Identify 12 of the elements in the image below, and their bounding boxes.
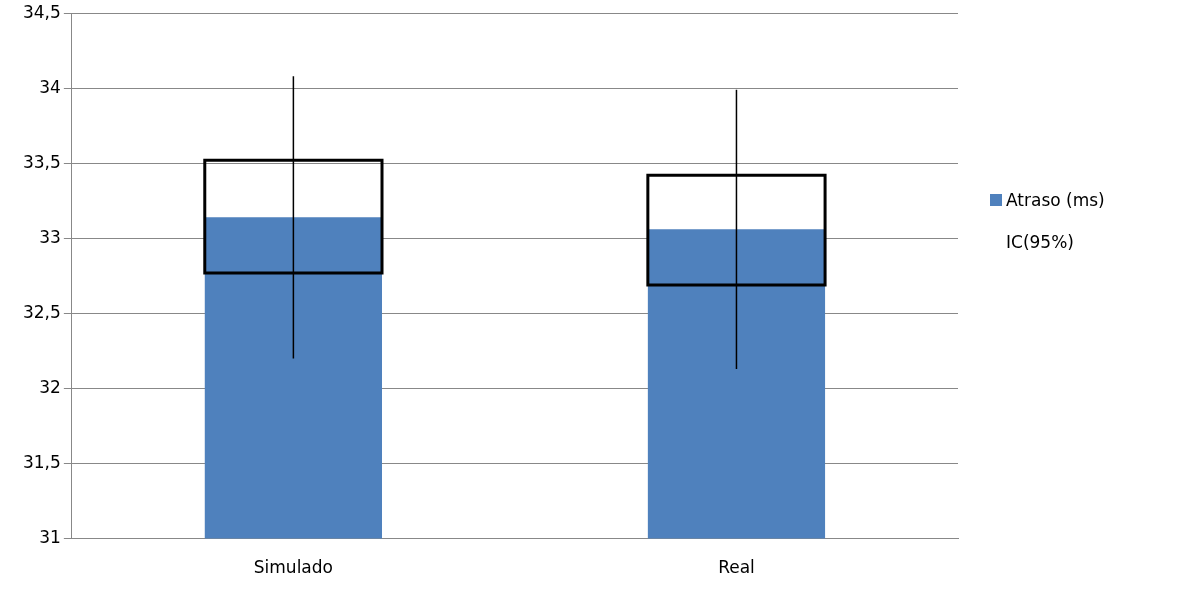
y-tick-label: 33 xyxy=(39,226,61,247)
x-tick-label: Real xyxy=(718,557,755,578)
text: IC(95%) xyxy=(1006,232,1074,252)
y-tick-label: 33,5 xyxy=(22,151,61,172)
legend-label: Atraso (ms) xyxy=(1006,190,1105,210)
y-tick-label: 34 xyxy=(39,76,61,97)
x-tick-label: Simulado xyxy=(253,557,333,578)
y-tick-label: 32 xyxy=(39,376,61,397)
y-tick-label: 31 xyxy=(39,527,61,548)
y-tick-label: 31,5 xyxy=(22,451,61,472)
y-tick-label: 32,5 xyxy=(22,301,61,322)
y-tick-label: 34,5 xyxy=(22,1,61,22)
